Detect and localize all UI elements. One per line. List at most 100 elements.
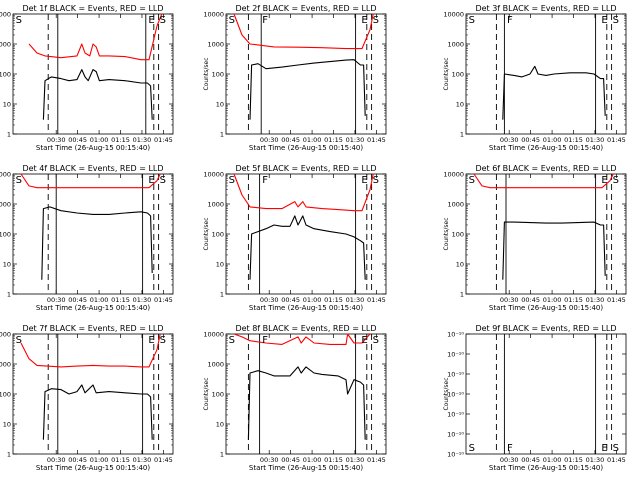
y-tick-label: 10 [216,101,224,109]
phase-marker-label: S [469,15,475,26]
x-tick-label: 01:15 [324,136,343,144]
y-tick-label: 10 [216,261,224,269]
panel-title: Det 9f BLACK = Events, RED = LLD [475,324,616,333]
x-tick-label: 00:45 [281,136,300,144]
phase-marker-label: F [507,15,513,26]
x-tick-label: 00:30 [500,296,519,304]
phase-marker-label: S [229,175,235,186]
x-tick-label: 01:00 [543,456,562,464]
y-tick-label: 10000 [203,171,224,179]
x-tick-label: 01:15 [564,456,583,464]
plot-frame [12,333,174,455]
phase-marker-label: S [229,335,235,346]
events-series-line [41,206,153,280]
y-tick-label: 100 [0,391,11,399]
panel-1: Det 1f BLACK = Events, RED = LLD 1 10 100 10… [0,4,174,152]
x-tick-label: 01:00 [303,296,322,304]
y-tick-label: 10⁻¹⁰ [447,371,464,379]
panel-title: Det 4f BLACK = Events, RED = LLD [22,164,163,173]
x-tick-label: 00:45 [521,136,540,144]
events-series-line [502,65,606,120]
x-tick-label: 01:00 [90,296,109,304]
x-tick-label: 01:00 [303,136,322,144]
lld-series-line [233,333,371,345]
x-tick-label: 00:30 [500,456,519,464]
y-tick-label: 1 [460,131,464,139]
y-tick-label: 10⁻¹⁰ [447,391,464,399]
y-tick-label: 1000 [207,361,224,369]
x-tick-label: 01:15 [564,136,583,144]
y-tick-label: 1000 [207,201,224,209]
phase-marker-label: E [361,335,367,346]
plot-frame [465,333,627,455]
events-series-line [42,384,153,440]
y-tick-label: 10000 [203,331,224,339]
plot-frame [12,13,174,135]
phase-marker-label: E [361,175,367,186]
x-tick-label: 01:30 [346,136,365,144]
x-tick-label: 01:30 [586,456,605,464]
y-tick-label: 1000 [447,201,464,209]
plot-frame [12,173,174,295]
phase-marker-label: S [16,335,22,346]
y-tick-label: 100 [452,71,464,79]
y-tick-label: 100 [0,71,11,79]
lld-series-line [20,333,161,368]
x-tick-label: 01:30 [346,456,365,464]
x-tick-label: 00:45 [281,296,300,304]
panel-title: Det 3f BLACK = Events, RED = LLD [475,4,616,13]
x-tick-label: 00:45 [521,296,540,304]
x-axis-label: Start Time (26-Aug-15 00:15:40) [249,464,363,472]
phase-marker-label: S [373,335,379,346]
phase-marker-label: S [16,15,22,26]
phase-marker-label: E [601,175,607,186]
phase-marker-label: E [148,175,154,186]
phase-marker-label: S [613,443,619,454]
y-tick-label: 10⁻¹⁰ [447,451,464,459]
y-tick-label: 10 [3,261,11,269]
phase-marker-label: S [373,175,379,186]
phase-marker-label: E [361,15,367,26]
x-tick-label: 01:30 [133,456,152,464]
panel-5: Det 5f BLACK = Events, RED = LLD 1 10 100 10… [203,164,387,312]
y-tick-label: 1 [460,291,464,299]
panel-title: Det 6f BLACK = Events, RED = LLD [475,164,616,173]
events-series-line [502,221,606,280]
y-tick-label: 100 [452,231,464,239]
y-axis-label: Counts/sec [443,57,450,90]
y-tick-label: 10000 [0,11,11,19]
y-tick-label: 100 [0,231,11,239]
lld-series-line [28,13,163,61]
phase-marker-label: S [160,175,166,186]
y-tick-label: 1 [220,291,224,299]
y-tick-label: 10000 [0,171,11,179]
x-tick-label: 01:15 [564,296,583,304]
lld-series-line [20,173,161,189]
panel-title: Det 5f BLACK = Events, RED = LLD [235,164,376,173]
y-tick-label: 1000 [0,41,11,49]
phase-marker-label: S [469,443,475,454]
x-axis-label: Start Time (26-Aug-15 00:15:40) [36,144,150,152]
panel-4: Det 4f BLACK = Events, RED = LLD 1 10 100 10… [0,164,174,312]
panel-3: Det 3f BLACK = Events, RED = LLD 1 10 100 10… [443,4,627,152]
events-series-line [249,215,366,280]
x-tick-label: 01:30 [586,296,605,304]
x-tick-label: 01:15 [324,456,343,464]
y-tick-label: 1 [7,451,11,459]
y-tick-label: 10 [216,421,224,429]
y-tick-label: 10⁻¹⁰ [447,411,464,419]
x-tick-label: 01:45 [154,136,173,144]
x-tick-label: 00:45 [68,296,87,304]
phase-marker-label: S [160,335,166,346]
x-tick-label: 00:45 [68,456,87,464]
x-tick-label: 00:30 [260,456,279,464]
x-tick-label: 01:15 [111,136,130,144]
phase-marker-label: F [507,443,513,454]
x-axis-label: Start Time (26-Aug-15 00:15:40) [489,304,603,312]
x-tick-label: 00:30 [47,136,66,144]
events-series-line [247,366,366,440]
phase-marker-label: S [373,15,379,26]
y-tick-label: 1000 [207,41,224,49]
lld-series-line [473,173,614,189]
